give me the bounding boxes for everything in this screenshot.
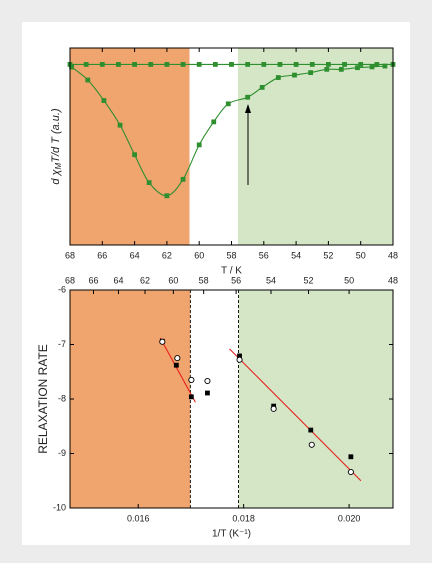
square-marker <box>293 62 299 67</box>
square-marker <box>146 180 152 186</box>
series-line <box>229 348 362 482</box>
y-tick-label: -6 <box>58 284 66 294</box>
square-marker <box>180 176 186 182</box>
square-marker <box>188 394 194 400</box>
shaded-region <box>237 48 393 245</box>
square-marker <box>148 62 154 67</box>
x-tick-label: 60 <box>194 250 204 260</box>
x2-tick-label: 54 <box>266 275 276 285</box>
x-tick-label: 50 <box>356 250 366 260</box>
x-tick-label: 68 <box>65 250 75 260</box>
square-marker <box>261 62 267 67</box>
x-tick-label: 48 <box>388 250 398 260</box>
square-marker <box>308 70 314 76</box>
square-marker <box>229 62 234 67</box>
y-tick-label: -7 <box>58 339 66 349</box>
x-tick-label: 52 <box>323 250 333 260</box>
x2-tick-label: 50 <box>344 275 354 285</box>
square-marker <box>348 454 354 460</box>
x-tick-label: 0.020 <box>338 513 361 523</box>
square-marker <box>338 66 344 72</box>
circle-marker <box>308 441 315 448</box>
x-tick-label: 0.018 <box>232 513 255 523</box>
x2-tick-label: 68 <box>65 275 75 285</box>
square-marker <box>164 193 170 199</box>
x-tick-label: 54 <box>291 250 301 260</box>
square-marker <box>196 62 202 67</box>
circle-marker <box>188 376 195 383</box>
square-marker <box>259 85 265 90</box>
square-marker <box>277 62 283 67</box>
x-axis-label: 1/T (K⁻¹) <box>212 529 251 540</box>
square-marker <box>99 62 105 67</box>
x-axis-label: T / K <box>221 266 242 277</box>
y-tick-label: -8 <box>58 393 66 403</box>
square-marker <box>326 62 331 67</box>
square-marker <box>275 75 281 80</box>
y-axis-label-part: d χ <box>50 168 62 184</box>
circle-marker <box>204 377 211 385</box>
square-marker <box>237 353 242 359</box>
y-axis-label: RELAXATION RATE <box>36 344 50 454</box>
circle-marker <box>174 355 181 362</box>
square-marker <box>374 62 380 67</box>
square-marker <box>355 65 360 71</box>
x2-tick-label: 60 <box>168 275 178 285</box>
square-marker <box>69 64 75 70</box>
circle-marker <box>270 405 277 412</box>
square-marker <box>225 101 231 107</box>
x2-tick-label: 62 <box>140 275 150 285</box>
square-marker <box>342 62 347 67</box>
square-marker <box>324 66 330 72</box>
x-tick-label: 0.016 <box>127 513 150 523</box>
square-marker <box>180 62 186 67</box>
shaded-region <box>70 48 190 245</box>
square-marker <box>196 142 202 148</box>
x-tick-label: 64 <box>130 250 140 260</box>
circle-marker <box>159 338 166 345</box>
square-marker <box>309 62 315 67</box>
square-marker <box>132 62 137 67</box>
square-marker <box>101 98 107 103</box>
square-marker <box>83 62 89 67</box>
x2-tick-label: 48 <box>388 275 398 285</box>
square-marker <box>292 72 297 78</box>
circle-marker <box>236 356 243 363</box>
square-marker <box>117 122 123 128</box>
square-marker <box>116 62 121 67</box>
shaded-region <box>238 290 393 508</box>
x2-tick-label: 64 <box>113 275 123 285</box>
circle-marker <box>347 468 354 476</box>
square-marker <box>369 64 375 70</box>
x2-tick-label: 58 <box>199 275 209 285</box>
square-marker <box>164 62 170 67</box>
x2-tick-label: 52 <box>304 275 314 285</box>
square-marker <box>308 427 314 433</box>
x-tick-label: 56 <box>259 250 269 260</box>
square-marker <box>245 94 251 100</box>
x2-tick-label: 66 <box>88 275 98 285</box>
y-tick-label: -10 <box>53 502 66 512</box>
square-marker <box>85 77 91 83</box>
square-marker <box>211 119 217 125</box>
y-axis-label-part: M <box>54 162 63 169</box>
series-line <box>159 337 196 403</box>
square-marker <box>173 362 179 368</box>
square-marker <box>205 390 210 396</box>
y-axis-label: d χMT/d T (a.u.) <box>50 108 63 185</box>
square-marker <box>132 152 137 158</box>
y-axis-label-part: T/d T (a.u.) <box>50 108 62 163</box>
square-marker <box>382 63 388 69</box>
square-marker <box>245 62 251 67</box>
arrow-head <box>245 104 251 113</box>
square-marker <box>212 62 218 67</box>
x-tick-label: 62 <box>162 250 172 260</box>
shaded-region <box>70 290 191 508</box>
x2-tick-label: 56 <box>231 275 241 285</box>
y-tick-label: -9 <box>58 448 66 458</box>
x-tick-label: 58 <box>226 250 236 260</box>
x-tick-label: 66 <box>97 250 107 260</box>
square-marker <box>358 62 364 67</box>
